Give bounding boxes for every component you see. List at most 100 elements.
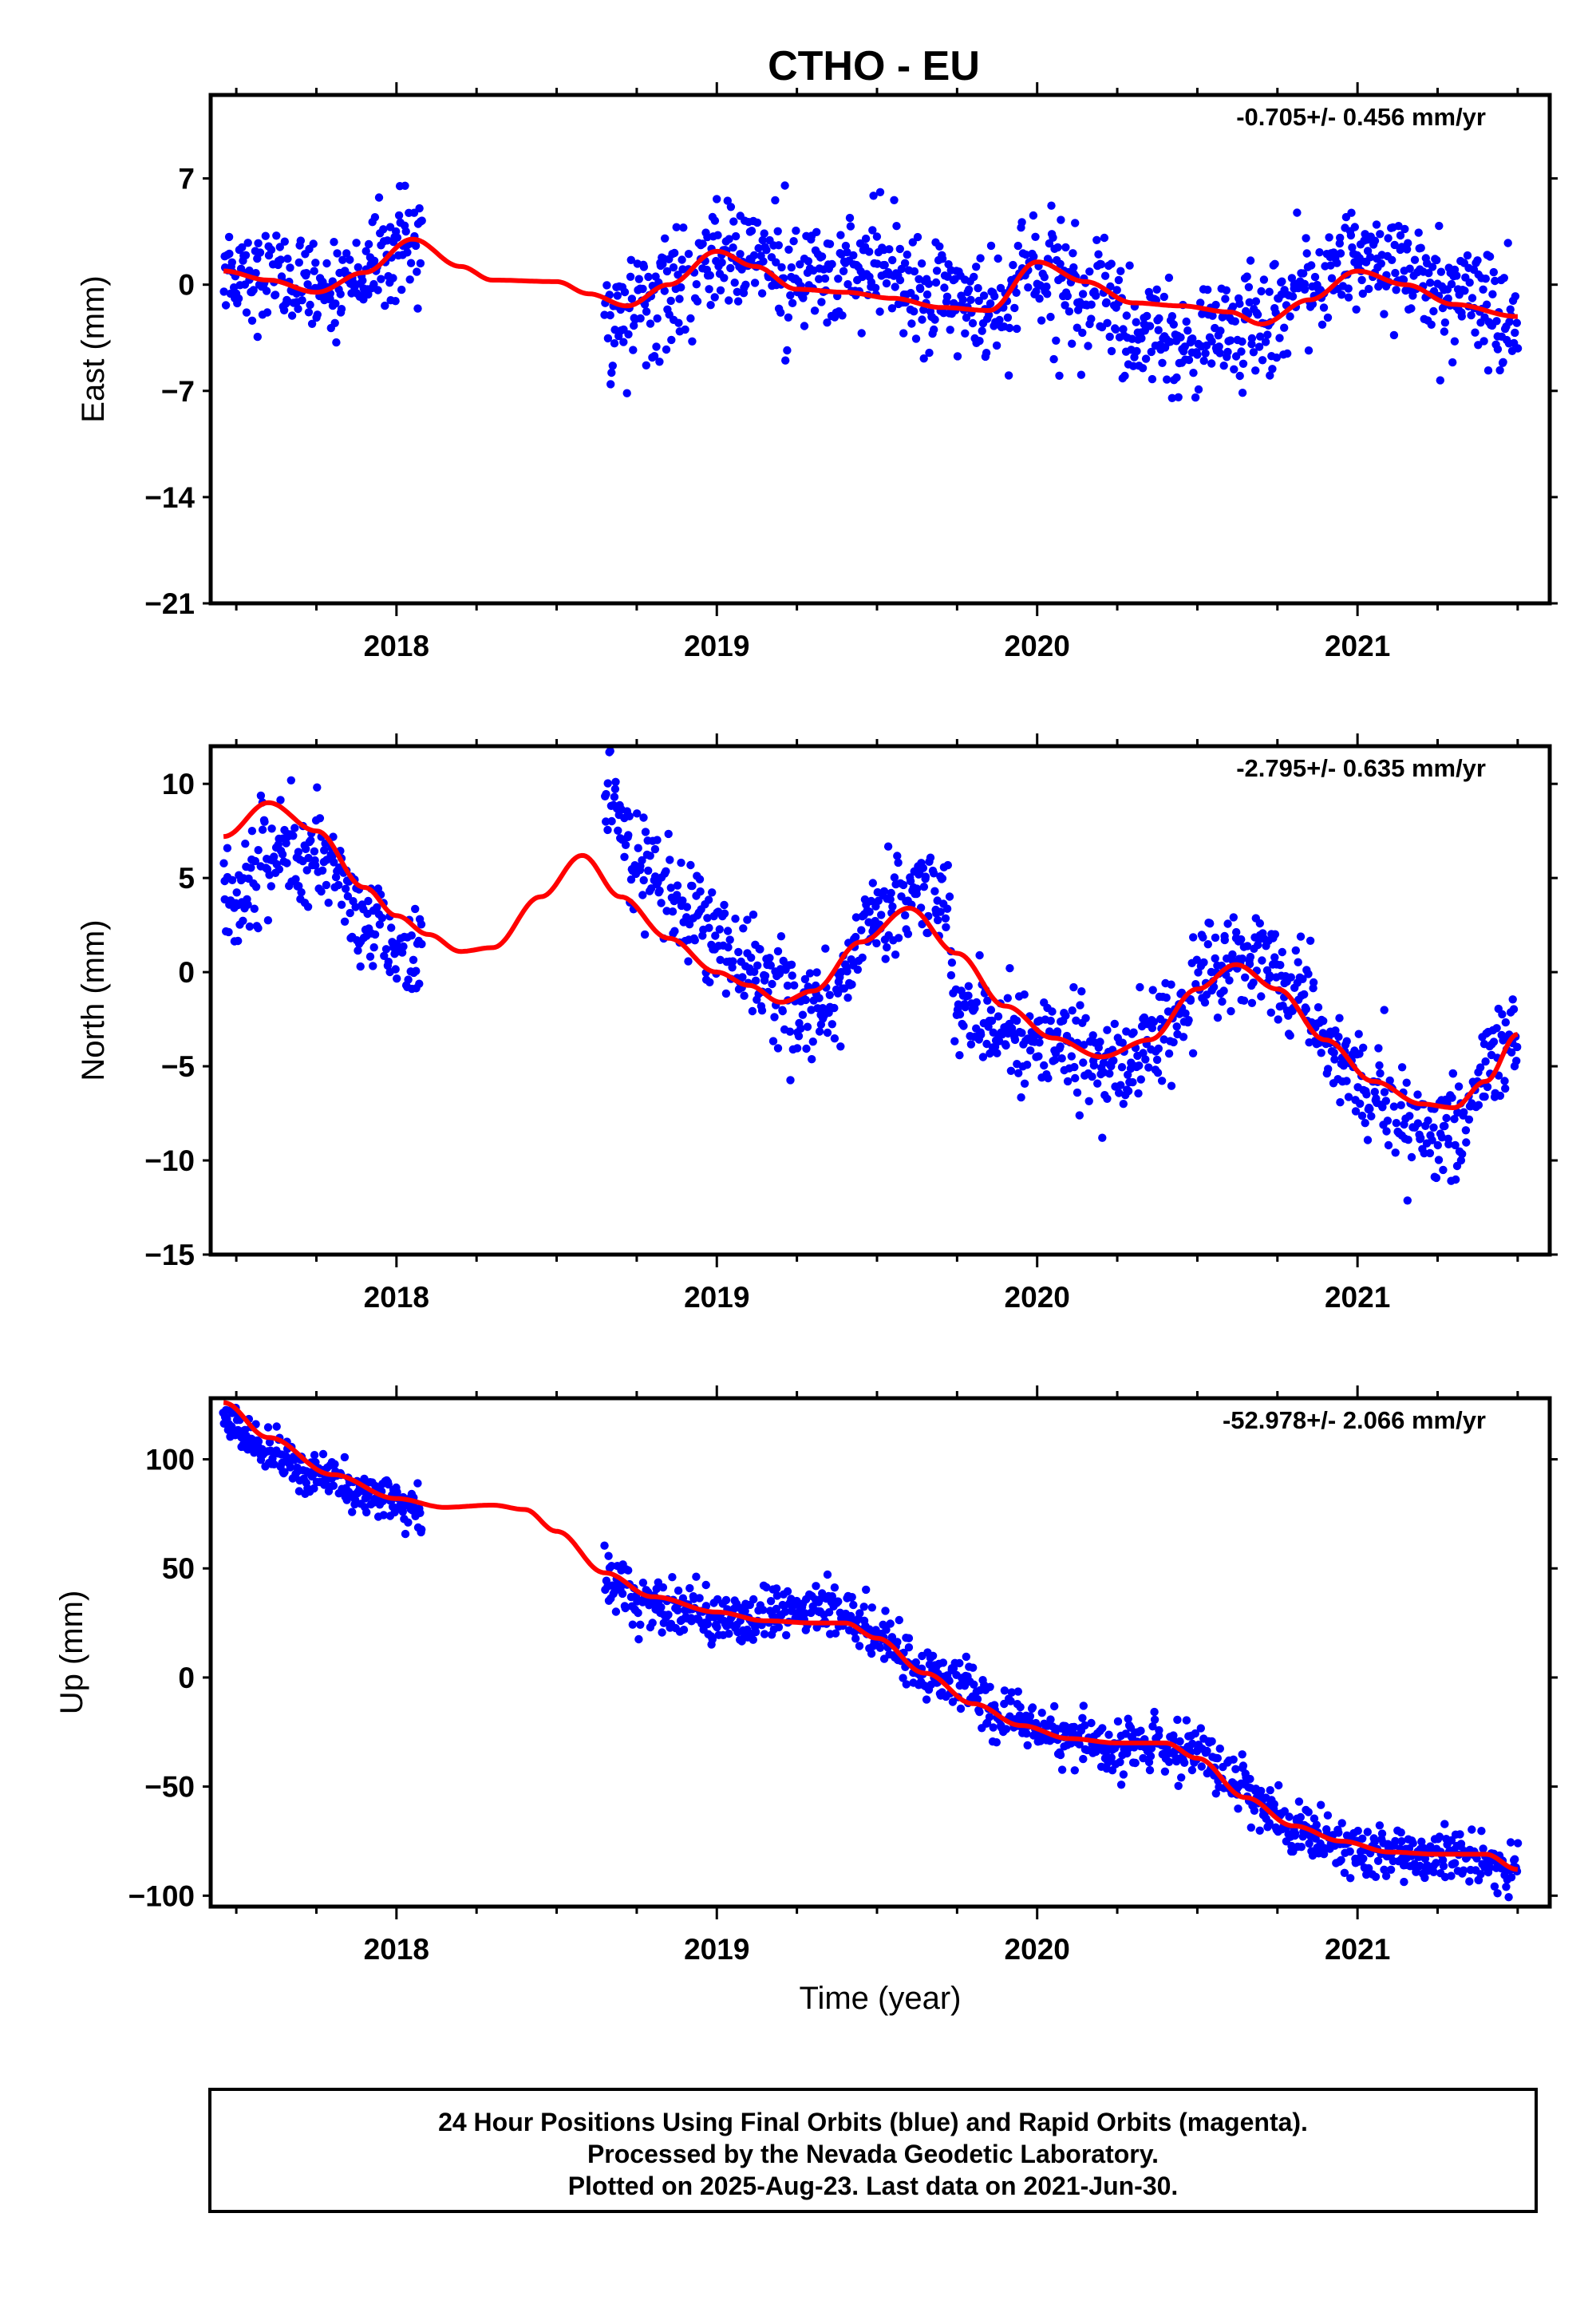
- data-point: [1145, 1765, 1155, 1775]
- data-point: [1014, 1069, 1023, 1077]
- data-point: [1112, 286, 1121, 294]
- data-point: [364, 239, 373, 249]
- data-point: [677, 283, 685, 292]
- data-point: [1078, 1713, 1087, 1722]
- data-point: [1440, 327, 1449, 336]
- data-point: [1069, 982, 1078, 992]
- data-point: [1386, 1865, 1396, 1874]
- data-point: [655, 358, 664, 366]
- data-point: [381, 945, 391, 954]
- data-point: [1118, 1038, 1128, 1047]
- data-point: [919, 883, 929, 891]
- data-point: [1382, 1127, 1391, 1136]
- data-point: [624, 1566, 633, 1575]
- data-point: [311, 259, 320, 267]
- data-point: [1481, 275, 1491, 283]
- data-point: [1278, 277, 1286, 286]
- data-point: [1394, 222, 1403, 231]
- data-point: [1366, 253, 1375, 262]
- data-point: [1258, 956, 1266, 965]
- data-point: [653, 836, 662, 844]
- data-point: [1336, 1098, 1345, 1107]
- data-point: [1194, 968, 1203, 977]
- data-point: [773, 947, 783, 956]
- data-point: [1223, 347, 1232, 357]
- data-point: [1096, 1037, 1104, 1046]
- data-point: [1245, 298, 1254, 306]
- data-point: [1473, 256, 1482, 265]
- data-point: [1124, 1086, 1133, 1096]
- data-point: [1463, 251, 1472, 260]
- data-point: [1323, 1811, 1333, 1820]
- data-point: [330, 1460, 339, 1468]
- data-point: [834, 275, 843, 283]
- x-tick-label: 2021: [1325, 630, 1390, 662]
- data-point: [245, 922, 255, 931]
- data-point: [1055, 371, 1064, 380]
- data-point: [783, 981, 792, 990]
- data-point: [1272, 353, 1282, 362]
- data-point: [830, 1003, 839, 1013]
- data-point: [1456, 1830, 1464, 1839]
- data-point: [975, 337, 984, 346]
- plot-frame: [208, 1396, 1552, 1909]
- data-point: [346, 908, 354, 918]
- data-point: [610, 339, 619, 348]
- data-point: [741, 1607, 749, 1615]
- data-point: [717, 258, 726, 267]
- data-point: [1000, 1686, 1009, 1695]
- data-point: [985, 1713, 994, 1721]
- data-point: [776, 308, 785, 317]
- data-point: [990, 292, 999, 301]
- data-point: [1498, 1010, 1507, 1019]
- data-point: [351, 903, 360, 911]
- data-point: [1087, 300, 1096, 309]
- data-point: [883, 842, 893, 851]
- data-point: [320, 846, 329, 855]
- data-point: [242, 308, 251, 317]
- data-point: [1057, 1765, 1067, 1774]
- data-point: [953, 352, 962, 361]
- data-point: [705, 271, 714, 280]
- data-point: [1056, 1750, 1065, 1760]
- data-point: [330, 238, 338, 247]
- data-point: [828, 259, 836, 269]
- data-point: [329, 1481, 338, 1490]
- data-point: [1172, 1022, 1181, 1031]
- data-point: [294, 304, 302, 314]
- data-point: [397, 285, 406, 294]
- data-point: [668, 907, 678, 916]
- data-point: [1266, 1786, 1274, 1795]
- data-point: [1257, 287, 1266, 296]
- data-point: [1433, 1140, 1443, 1150]
- data-point: [224, 232, 234, 242]
- data-point: [710, 216, 720, 225]
- data-point: [1378, 1103, 1387, 1112]
- data-point: [747, 227, 757, 235]
- data-point: [979, 291, 989, 300]
- data-point: [882, 1626, 891, 1634]
- data-point: [1508, 995, 1517, 1004]
- data-point: [684, 957, 693, 966]
- data-point: [1353, 1826, 1362, 1836]
- data-point: [343, 891, 353, 901]
- data-point: [708, 888, 717, 897]
- y-tick-label: −21: [144, 587, 195, 620]
- data-point: [1005, 323, 1014, 333]
- data-point: [1229, 1755, 1238, 1764]
- data-point: [828, 1592, 837, 1601]
- data-point: [1314, 1003, 1323, 1012]
- data-point: [391, 965, 400, 974]
- data-point: [1035, 294, 1044, 303]
- data-point: [280, 1468, 289, 1476]
- data-point: [756, 945, 764, 954]
- data-point: [1319, 303, 1329, 312]
- data-point: [1215, 342, 1223, 351]
- data-point: [849, 251, 858, 260]
- data-point: [610, 792, 619, 801]
- data-point: [992, 1738, 1001, 1747]
- data-point: [1079, 1058, 1088, 1067]
- data-point: [1238, 337, 1246, 346]
- data-point: [668, 1573, 677, 1582]
- data-point: [607, 1562, 616, 1571]
